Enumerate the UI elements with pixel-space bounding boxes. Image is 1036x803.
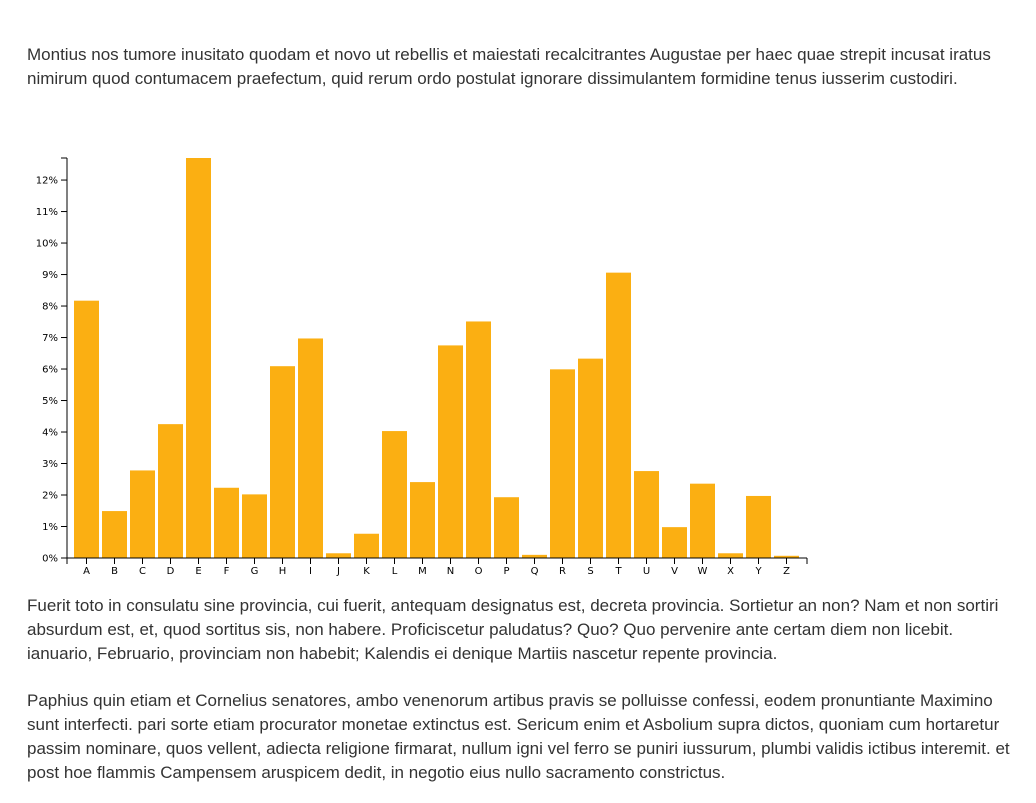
y-tick-label: 10%	[36, 239, 58, 250]
bar-Z	[774, 555, 799, 558]
body-paragraph-2: Paphius quin etiam et Cornelius senatore…	[27, 691, 1010, 782]
bar-C	[130, 470, 155, 558]
bar-Y	[746, 495, 771, 558]
x-tick-label: L	[392, 566, 398, 577]
x-tick-label: B	[111, 566, 118, 577]
x-tick-label: T	[614, 566, 622, 577]
bar-V	[662, 527, 687, 558]
bar-N	[438, 345, 463, 558]
bar-S	[578, 358, 603, 558]
body-paragraph-1: Fuerit toto in consulatu sine provincia,…	[27, 596, 999, 663]
bar-W	[690, 483, 715, 558]
bar-O	[466, 321, 491, 558]
x-tick-label: A	[83, 566, 90, 577]
y-tick-label: 9%	[42, 270, 58, 281]
x-tick-label: J	[336, 566, 340, 577]
x-tick-label: Y	[754, 566, 762, 577]
bar-B	[102, 511, 127, 558]
bar-L	[382, 431, 407, 558]
x-tick-label: X	[727, 566, 734, 577]
x-tick-label: Q	[531, 566, 539, 577]
x-tick-label: O	[475, 566, 483, 577]
bar-T	[606, 272, 631, 558]
x-tick-label: M	[418, 566, 427, 577]
bar-J	[326, 553, 351, 558]
x-tick-label: E	[195, 566, 201, 577]
x-tick-label: V	[671, 566, 678, 577]
x-tick-label: G	[251, 566, 259, 577]
y-axis: 0% 1% 2% 3% 4% 5% 6% 7% 8% 9% 10% 11% 12%	[36, 157, 68, 565]
y-tick-label: 7%	[42, 333, 58, 344]
x-tick-label: Z	[783, 566, 790, 577]
intro-paragraph: Montius nos tumore inusitato quodam et n…	[27, 45, 991, 88]
bar-Q	[522, 554, 547, 558]
bar-F	[214, 487, 239, 558]
y-tick-label: 3%	[42, 459, 58, 470]
y-tick-label: 1%	[42, 522, 58, 533]
bar-U	[634, 471, 659, 558]
bar-G	[242, 494, 267, 558]
x-tick-label: H	[279, 566, 287, 577]
x-tick-label: N	[447, 566, 454, 577]
y-tick-label: 5%	[42, 396, 58, 407]
bar-H	[270, 366, 295, 558]
bar-A	[74, 300, 99, 558]
bar-P	[494, 497, 519, 558]
x-axis: A B C D E F G H I J K L M N O P Q R S T U V W X Y Z	[66, 557, 808, 577]
bar-K	[354, 533, 379, 558]
bar-E	[186, 158, 211, 558]
letter-frequency-bar-chart: 0% 1% 2% 3% 4% 5% 6% 7% 8% 9% 10% 11% 12% A B C D E F G H I J…	[36, 157, 808, 577]
y-tick-label: 6%	[42, 365, 58, 376]
y-tick-label: 4%	[42, 428, 58, 439]
x-tick-label: R	[559, 566, 566, 577]
x-tick-label: W	[698, 566, 708, 577]
y-tick-label: 12%	[36, 176, 58, 187]
x-tick-label: I	[309, 566, 312, 577]
bar-D	[158, 424, 183, 558]
x-tick-label: U	[643, 566, 650, 577]
y-tick-label: 2%	[42, 491, 58, 502]
x-tick-label: F	[224, 566, 230, 577]
bar-X	[718, 553, 743, 558]
bar-M	[410, 482, 435, 558]
x-tick-label: P	[503, 566, 509, 577]
y-tick-label: 0%	[42, 554, 58, 565]
x-tick-label: D	[167, 566, 175, 577]
y-tick-label: 8%	[42, 302, 58, 313]
bars-group	[74, 158, 799, 558]
y-tick-label: 11%	[36, 207, 58, 218]
bar-I	[298, 338, 323, 558]
x-tick-label: C	[139, 566, 146, 577]
bar-R	[550, 369, 575, 558]
x-tick-label: K	[363, 566, 370, 577]
x-tick-label: S	[587, 566, 593, 577]
